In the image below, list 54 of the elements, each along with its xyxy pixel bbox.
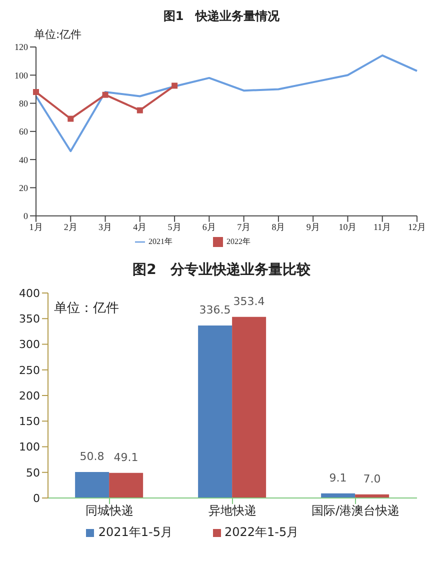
y-tick-label: 100 (19, 440, 40, 454)
y-tick-label: 250 (19, 364, 40, 377)
y-tick-label: 60 (19, 126, 28, 137)
bar (232, 316, 266, 498)
point (102, 92, 108, 98)
bar (109, 472, 144, 498)
x-tick-label: 1月 (29, 222, 43, 232)
y-tick-label: 50 (26, 466, 40, 480)
bar (75, 472, 110, 498)
point (33, 89, 39, 96)
data-label: 353.4 (233, 294, 265, 308)
y-tick-label: 150 (19, 415, 40, 428)
legend-label: 2021年1-5月 (98, 525, 172, 539)
chart-title: 图2 分专业快递业务量比较 (132, 261, 312, 279)
y-tick-label: 40 (19, 154, 28, 165)
y-tick-label: 300 (19, 338, 40, 352)
legend-label: 2022年1-5月 (224, 525, 299, 539)
data-label: 9.1 (329, 471, 347, 484)
x-tick-label: 6月 (202, 222, 216, 232)
data-label: 50.8 (80, 450, 104, 463)
legend-label: 2021年 (148, 236, 172, 246)
point (68, 116, 74, 122)
legend-label: 2022年 (226, 236, 250, 246)
x-tick-label: 12月 (408, 222, 426, 232)
x-tick-label: 5月 (168, 222, 182, 232)
y-tick-label: 20 (19, 182, 28, 193)
text: 单位:亿件 (34, 27, 82, 42)
x-tick-label: 8月 (272, 222, 286, 232)
point (136, 107, 143, 114)
x-tick-label: 9月 (306, 222, 320, 232)
chart-title: 图1 快递业务量情况 (162, 8, 281, 25)
data-label: 49.1 (114, 450, 138, 464)
x-tick-label: 国际/港澳台快递 (311, 504, 400, 518)
x-tick-label: 3月 (98, 222, 112, 232)
data-label: 336.5 (199, 304, 231, 317)
y-tick-label: 0 (33, 492, 40, 505)
y-tick-label: 200 (19, 389, 40, 402)
y-tick-label: 120 (14, 42, 28, 52)
x-tick-label: 7月 (237, 222, 251, 232)
bar (198, 326, 232, 498)
x-tick-label: 2月 (64, 222, 78, 232)
x-tick-label: 11月 (374, 222, 392, 232)
y-tick-label: 100 (14, 70, 28, 80)
x-tick-label: 4月 (133, 222, 147, 232)
x-tick-label: 异地快递 (208, 504, 256, 518)
point (172, 82, 178, 89)
y-tick-label: 80 (19, 98, 28, 108)
x-tick-label: 10月 (338, 222, 357, 232)
y-tick-label: 400 (19, 286, 40, 300)
y-tick-label: 0 (24, 211, 28, 222)
y-tick-label: 350 (19, 312, 40, 326)
x-tick-label: 同城快递 (86, 504, 134, 518)
annotation: 单位：亿件 (54, 300, 119, 317)
data-label: 7.0 (363, 472, 381, 486)
